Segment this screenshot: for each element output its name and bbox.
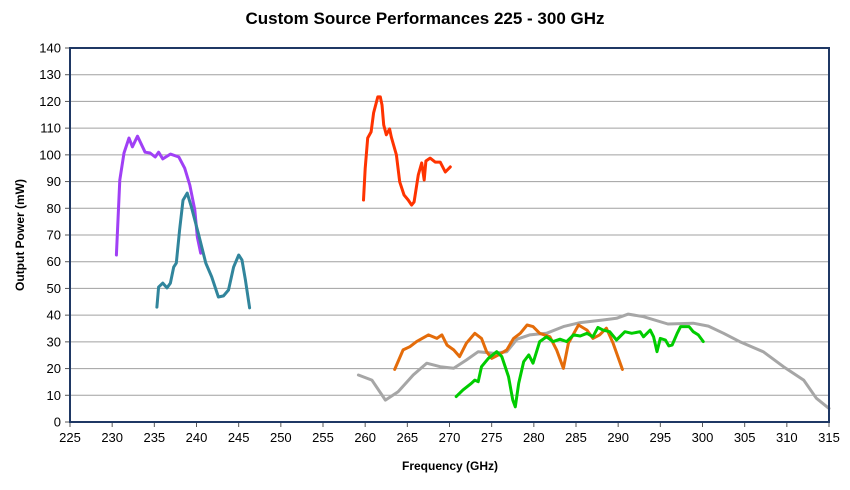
gridlines bbox=[70, 74, 829, 396]
x-tick-label: 300 bbox=[692, 430, 714, 445]
x-tick-label: 275 bbox=[481, 430, 503, 445]
y-tick-label: 20 bbox=[47, 361, 61, 376]
series-lines bbox=[114, 95, 831, 410]
x-tick-label: 305 bbox=[734, 430, 756, 445]
y-tick-label: 30 bbox=[47, 334, 61, 349]
y-tick-label: 100 bbox=[39, 147, 61, 162]
y-tick-label: 80 bbox=[47, 201, 61, 216]
x-tick-label: 270 bbox=[439, 430, 461, 445]
y-tick-label: 120 bbox=[39, 94, 61, 109]
y-tick-label: 70 bbox=[47, 228, 61, 243]
x-tick-label: 245 bbox=[228, 430, 250, 445]
y-tick-label: 0 bbox=[54, 415, 61, 430]
y-tick-label: 40 bbox=[47, 308, 61, 323]
y-tick-label: 90 bbox=[47, 174, 61, 189]
y-axis-title: Output Power (mW) bbox=[13, 179, 27, 291]
series-line-teal bbox=[155, 191, 252, 310]
x-tick-label: 295 bbox=[649, 430, 671, 445]
x-tick-label: 255 bbox=[312, 430, 334, 445]
x-tick-label: 315 bbox=[818, 430, 840, 445]
x-tick-label: 225 bbox=[59, 430, 81, 445]
y-tick-label: 140 bbox=[39, 41, 61, 56]
x-tick-label: 260 bbox=[354, 430, 376, 445]
x-tick-label: 240 bbox=[186, 430, 208, 445]
series-line-purple bbox=[114, 134, 203, 257]
x-axis-ticks: 225 230 235 240 245 250 255 260 265 270 275 280 285 2… bbox=[59, 422, 840, 445]
x-tick-label: 285 bbox=[565, 430, 587, 445]
y-axis-ticks: 0 10 20 30 40 50 60 70 80 90 100 110 120 130 140 bbox=[39, 41, 70, 430]
y-tick-label: 10 bbox=[47, 388, 61, 403]
series-line-green bbox=[454, 325, 705, 409]
series-line-red bbox=[362, 95, 452, 207]
y-tick-label: 50 bbox=[47, 281, 61, 296]
y-tick-label: 60 bbox=[47, 254, 61, 269]
x-tick-label: 290 bbox=[607, 430, 629, 445]
x-axis-title: Frequency (GHz) bbox=[402, 459, 498, 473]
series-line-orange bbox=[393, 323, 624, 371]
y-tick-label: 110 bbox=[40, 121, 61, 136]
x-tick-label: 265 bbox=[396, 430, 418, 445]
series-line-gray bbox=[356, 312, 831, 410]
chart-title: Custom Source Performances 225 - 300 GHz bbox=[245, 9, 604, 28]
y-tick-label: 130 bbox=[39, 67, 61, 82]
x-tick-label: 310 bbox=[776, 430, 798, 445]
x-tick-label: 230 bbox=[101, 430, 123, 445]
plot-area-border bbox=[69, 47, 830, 423]
x-tick-label: 280 bbox=[523, 430, 545, 445]
x-tick-label: 235 bbox=[143, 430, 165, 445]
x-tick-label: 250 bbox=[270, 430, 292, 445]
